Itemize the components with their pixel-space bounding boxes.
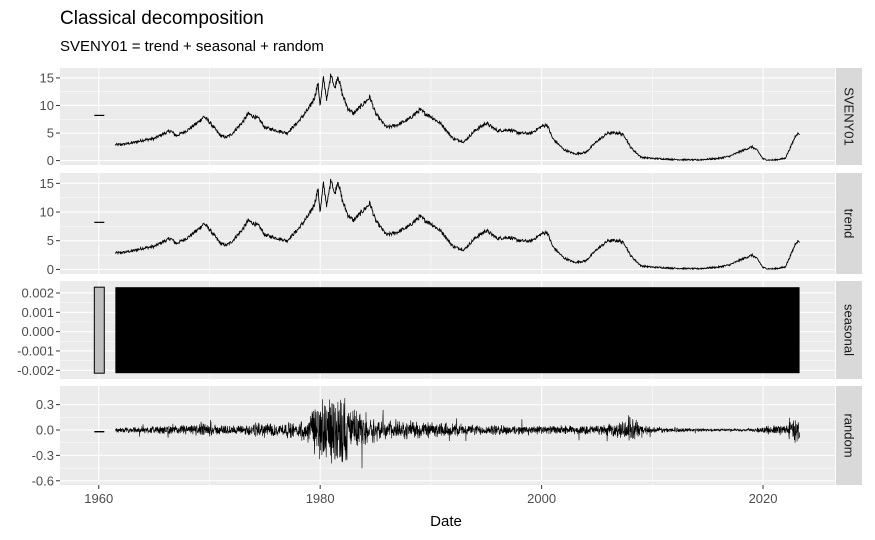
panel-random: 0.3 0.0 -0.3 -0.6 random — [32, 386, 862, 488]
y-tick-label: 10 — [40, 98, 54, 113]
y-tick-label: -0.3 — [32, 448, 54, 463]
series-line-trend — [114, 178, 800, 271]
panel-background — [60, 386, 835, 485]
panel-seasonal: -0.002 -0.001 0.000 0.001 0.002 seasonal — [17, 281, 862, 379]
panel-trend: 0 5 10 15 trend — [40, 173, 862, 277]
strip-label-trend: trend — [842, 209, 857, 239]
strip-label-seasonal: seasonal — [842, 304, 857, 356]
y-tick-label: 0.0 — [36, 423, 54, 438]
strip-background — [836, 386, 862, 485]
x-axis-title: Date — [430, 513, 462, 530]
series-line-random — [115, 398, 800, 469]
y-tick-label: 5 — [47, 126, 54, 141]
y-tick-label: 0.001 — [21, 305, 54, 320]
chart-title: Classical decomposition — [60, 8, 264, 29]
y-tick-label: 0 — [47, 153, 54, 168]
y-tick-label: 10 — [40, 205, 54, 220]
panel-background — [60, 173, 835, 274]
strip-label-random: random — [842, 413, 857, 457]
x-tick-label: 1980 — [306, 491, 335, 506]
y-tick-label: 0 — [47, 262, 54, 277]
panel-data — [94, 73, 800, 162]
y-tick-label: 0.002 — [21, 285, 54, 300]
strip-background — [836, 68, 862, 165]
y-tick-label: 15 — [40, 70, 54, 85]
y-tick-label: 0.3 — [36, 397, 54, 412]
panel-SVENY01: 0 5 10 15 SVENY01 — [40, 68, 862, 168]
series-line-SVENY01 — [114, 73, 800, 162]
strip-background — [836, 281, 862, 379]
x-tick-label: 1960 — [84, 491, 113, 506]
panel-background — [60, 68, 835, 165]
y-tick-label: 0.000 — [21, 324, 54, 339]
chart-subtitle: SVENY01 = trend + seasonal + random — [60, 38, 324, 55]
seasonal-band — [115, 287, 800, 374]
panel-data — [93, 286, 800, 374]
x-tick-label: 2000 — [527, 491, 556, 506]
y-tick-label: -0.001 — [17, 343, 54, 358]
x-tick-label: 2020 — [749, 491, 778, 506]
strip-label-SVENY01: SVENY01 — [842, 87, 857, 146]
y-tick-label: -0.6 — [32, 473, 54, 488]
panel-data — [94, 398, 800, 469]
panel-data — [94, 178, 800, 271]
strip-background — [836, 173, 862, 274]
y-tick-label: 5 — [47, 233, 54, 248]
y-tick-label: -0.002 — [17, 363, 54, 378]
seasonal-isolated-box — [93, 286, 105, 374]
y-tick-label: 15 — [40, 176, 54, 191]
